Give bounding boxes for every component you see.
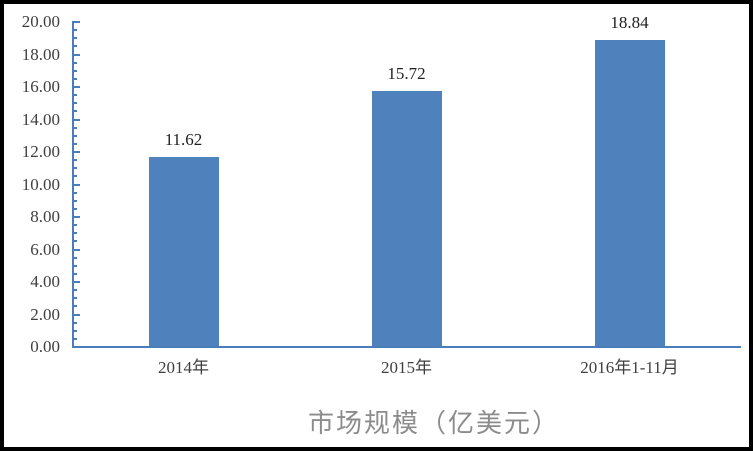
y-minor-tick xyxy=(72,297,77,300)
y-minor-tick xyxy=(72,207,77,210)
y-minor-tick xyxy=(72,77,77,80)
y-minor-tick xyxy=(72,305,77,308)
x-axis-line xyxy=(72,346,741,348)
y-tick-label: 10.00 xyxy=(21,174,60,194)
y-minor-tick xyxy=(72,167,77,170)
y-minor-tick xyxy=(72,37,77,40)
y-major-tick xyxy=(72,21,80,23)
y-minor-tick xyxy=(72,337,77,340)
x-category-label: 2015年 xyxy=(381,358,432,377)
y-minor-tick xyxy=(72,199,77,202)
y-major-tick xyxy=(72,281,80,283)
y-minor-tick xyxy=(72,321,77,324)
y-major-tick xyxy=(72,216,80,218)
bar xyxy=(148,157,219,346)
y-major-tick xyxy=(72,86,80,88)
y-major-tick xyxy=(72,151,80,153)
y-minor-tick xyxy=(72,232,77,235)
y-minor-tick xyxy=(72,289,77,292)
y-minor-tick xyxy=(72,142,77,145)
y-tick-label: 20.00 xyxy=(21,12,60,31)
y-tick-label: 16.00 xyxy=(21,77,60,96)
y-minor-tick xyxy=(72,272,77,275)
x-category-label: 2016年1-11月 xyxy=(580,358,679,377)
bar xyxy=(371,90,442,346)
y-minor-tick xyxy=(72,256,77,259)
y-minor-tick xyxy=(72,264,77,267)
y-major-tick xyxy=(72,313,80,316)
y-tick-label: 14.00 xyxy=(21,109,60,129)
bar-chart: 0.00 2.00 4.00 6.00 8.00 10.00 12.00 14.00 16.00… xyxy=(4,4,749,447)
y-minor-tick xyxy=(72,126,77,129)
y-tick-label: 2.00 xyxy=(30,304,60,324)
y-minor-tick xyxy=(72,29,77,32)
y-minor-tick xyxy=(72,110,77,113)
y-minor-tick xyxy=(72,94,77,97)
y-minor-tick xyxy=(72,175,77,178)
y-minor-tick xyxy=(72,329,77,332)
bar xyxy=(594,39,665,346)
bar-value-label: 18.84 xyxy=(610,12,649,32)
bar-value-label: 15.72 xyxy=(387,63,426,83)
y-major-tick xyxy=(72,53,80,56)
y-tick-label: 18.00 xyxy=(21,44,60,64)
y-tick-label: 0.00 xyxy=(30,337,60,356)
y-major-tick xyxy=(72,118,80,121)
y-minor-tick xyxy=(72,134,77,137)
y-tick-label: 8.00 xyxy=(30,207,60,226)
chart-title: 市场规模（亿美元） xyxy=(307,409,561,438)
y-major-tick xyxy=(72,248,80,251)
y-major-tick xyxy=(72,346,80,348)
y-tick-label: 4.00 xyxy=(30,272,60,291)
y-minor-tick xyxy=(72,61,77,64)
y-major-tick xyxy=(72,183,80,186)
bar-value-label: 11.62 xyxy=(164,130,203,150)
y-minor-tick xyxy=(72,224,77,227)
y-tick-label: 12.00 xyxy=(21,142,60,161)
y-minor-tick xyxy=(72,45,77,48)
y-tick-label: 6.00 xyxy=(30,239,60,259)
y-minor-tick xyxy=(72,102,77,105)
y-minor-tick xyxy=(72,159,77,162)
y-minor-tick xyxy=(72,69,77,72)
y-minor-tick xyxy=(72,191,77,194)
x-category-label: 2014年 xyxy=(158,358,209,377)
y-minor-tick xyxy=(72,240,77,243)
